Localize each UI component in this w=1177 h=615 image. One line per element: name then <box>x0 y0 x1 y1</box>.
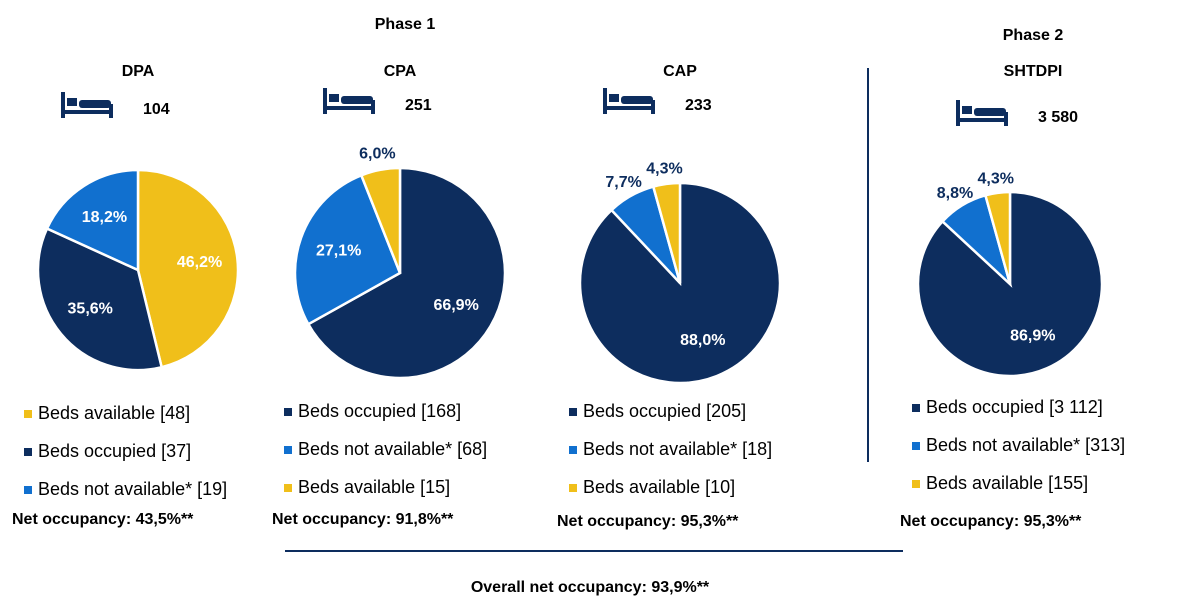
chart-title: DPA <box>122 63 155 80</box>
legend-marker <box>569 484 577 492</box>
bed-icon <box>329 94 339 102</box>
data-label: 18,2% <box>82 209 127 226</box>
data-label: 27,1% <box>316 242 361 259</box>
legend-marker <box>284 408 292 416</box>
data-label: 86,9% <box>1010 327 1055 344</box>
pie-slice <box>45 168 140 272</box>
net-occupancy: Net occupancy: 91,8%** <box>272 511 454 528</box>
legend-marker <box>912 480 920 488</box>
bed-count: 233 <box>685 97 712 114</box>
legend-marker <box>284 484 292 492</box>
bed-icon <box>341 96 373 104</box>
bed-icon <box>61 92 113 118</box>
legend-label: Beds not available* [18] <box>583 439 772 459</box>
legend-marker <box>912 404 920 412</box>
phase-heading: Phase 2 <box>1003 27 1064 44</box>
legend-label: Beds available [10] <box>583 477 735 497</box>
legend-label: Beds not available* [313] <box>926 435 1125 455</box>
legend-marker <box>569 446 577 454</box>
data-label: 35,6% <box>68 301 113 318</box>
legend-marker <box>24 486 32 494</box>
legend-marker <box>284 446 292 454</box>
bed-icon <box>974 108 1006 116</box>
legend-label: Beds occupied [168] <box>298 401 461 421</box>
data-label: 4,3% <box>646 160 682 177</box>
data-label: 46,2% <box>177 254 222 271</box>
data-label: 4,3% <box>978 170 1014 187</box>
bed-count: 251 <box>405 97 432 114</box>
overall-note: Overall net occupancy: 93,9%** <box>471 579 710 596</box>
legend-label: Beds available [155] <box>926 473 1088 493</box>
data-label: 88,0% <box>680 332 725 349</box>
bed-icon <box>621 96 653 104</box>
data-label: 66,9% <box>433 297 478 314</box>
bed-icon <box>956 100 1008 126</box>
legend-label: Beds occupied [3 112] <box>926 397 1103 417</box>
legend-label: Beds not available* [68] <box>298 439 487 459</box>
bed-count: 104 <box>143 101 170 118</box>
legend-marker <box>24 448 32 456</box>
pie-slice <box>306 166 507 380</box>
data-label: 6,0% <box>359 146 395 163</box>
data-label: 7,7% <box>605 174 641 191</box>
pie-slice <box>36 226 164 372</box>
net-occupancy: Net occupancy: 95,3%** <box>900 513 1082 530</box>
data-label: 8,8% <box>937 185 973 202</box>
bed-icon <box>79 100 111 108</box>
legend-marker <box>912 442 920 450</box>
pie-slice <box>136 168 240 369</box>
bed-icon <box>67 98 77 106</box>
chart-title: SHTDPI <box>1004 63 1063 80</box>
legend-marker <box>569 408 577 416</box>
pie-slice <box>651 181 682 284</box>
legend-marker <box>24 410 32 418</box>
pie-slice <box>293 173 402 326</box>
legend-label: Beds available [48] <box>38 403 190 423</box>
legend-label: Beds occupied [37] <box>38 441 191 461</box>
net-occupancy: Net occupancy: 43,5%** <box>12 511 194 528</box>
bed-icon <box>323 88 375 114</box>
pie-slice <box>983 190 1012 285</box>
chart-title: CPA <box>384 63 417 80</box>
phase-heading: Phase 1 <box>375 16 436 33</box>
legend-label: Beds available [15] <box>298 477 450 497</box>
legend-label: Beds occupied [205] <box>583 401 746 421</box>
bed-icon <box>603 88 655 114</box>
bed-icon <box>962 106 972 114</box>
chart-title: CAP <box>663 63 697 80</box>
bed-count: 3 580 <box>1038 109 1078 126</box>
bed-icon <box>609 94 619 102</box>
legend-label: Beds not available* [19] <box>38 479 227 499</box>
net-occupancy: Net occupancy: 95,3%** <box>557 513 739 530</box>
pie-slice <box>359 166 402 274</box>
